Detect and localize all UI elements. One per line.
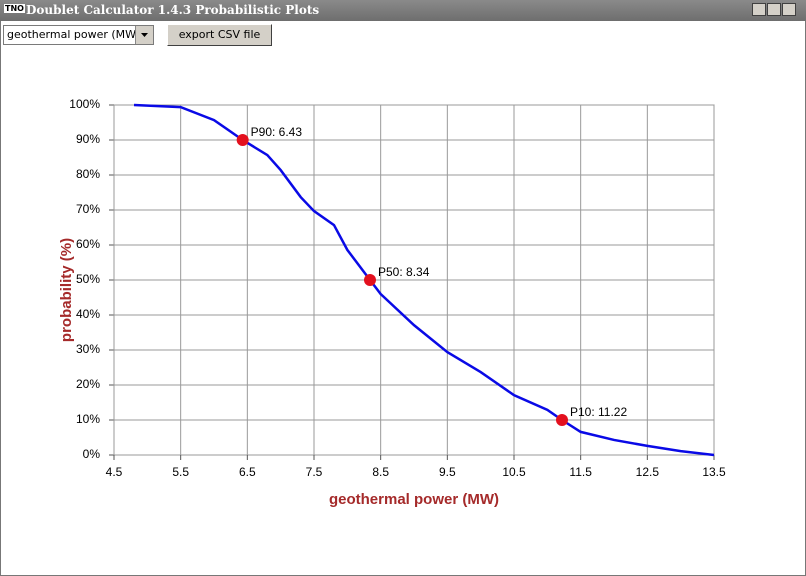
y-tick-label: 20%: [76, 377, 100, 391]
y-tick-label: 100%: [69, 97, 100, 111]
y-tick-label: 70%: [76, 202, 100, 216]
x-tick-label: 13.5: [702, 465, 726, 479]
minimize-button[interactable]: [752, 3, 766, 16]
marker-label: P10: 11.22: [570, 405, 627, 419]
x-tick-label: 6.5: [239, 465, 256, 479]
chart: geothermal power (MW) probability (%) 0%…: [58, 97, 726, 508]
x-tick-label: 4.5: [106, 465, 123, 479]
marker: [364, 274, 376, 286]
y-tick-label: 80%: [76, 167, 100, 181]
window-title: Doublet Calculator 1.4.3 Probabilistic P…: [26, 3, 320, 17]
x-tick-label: 5.5: [172, 465, 189, 479]
marker-label: P50: 8.34: [378, 265, 430, 279]
marker-label: P90: 6.43: [251, 125, 303, 139]
y-tick-label: 90%: [76, 132, 100, 146]
dropdown[interactable]: geothermal power (MW): [3, 25, 154, 45]
dropdown-text: geothermal power (MW): [7, 28, 141, 41]
x-tick-label: 11.5: [569, 465, 592, 479]
line: [133, 103, 715, 457]
dropdown-arrow[interactable]: [135, 26, 153, 44]
marker: [556, 414, 568, 426]
export-button[interactable]: export CSV file: [167, 24, 272, 46]
y-tick-label: 40%: [76, 307, 100, 321]
x-tick-label: 9.5: [439, 465, 456, 479]
x-tick-label: 10.5: [502, 465, 526, 479]
maximize-button[interactable]: [767, 3, 781, 16]
y-tick-label: 50%: [76, 272, 100, 286]
y-tick-label: 0%: [83, 447, 101, 461]
x-tick-label: 7.5: [306, 465, 323, 479]
arrow-icon: [141, 33, 148, 37]
marker: [236, 134, 249, 146]
title-bar: TNO Doublet Calculator 1.4.3 Probabilist…: [0, 0, 806, 21]
x-tick-label: 8.5: [372, 465, 389, 479]
close-button[interactable]: [782, 3, 796, 16]
x-tick-label: 12.5: [636, 465, 660, 479]
logo: TNO: [4, 4, 25, 13]
y-tick-label: 60%: [76, 237, 100, 251]
y-tick-label: 10%: [76, 412, 100, 426]
y-tick-label: 30%: [76, 342, 100, 356]
y-axis-title: probability (%): [58, 238, 75, 342]
x-axis-title: geothermal power (MW): [329, 491, 499, 508]
